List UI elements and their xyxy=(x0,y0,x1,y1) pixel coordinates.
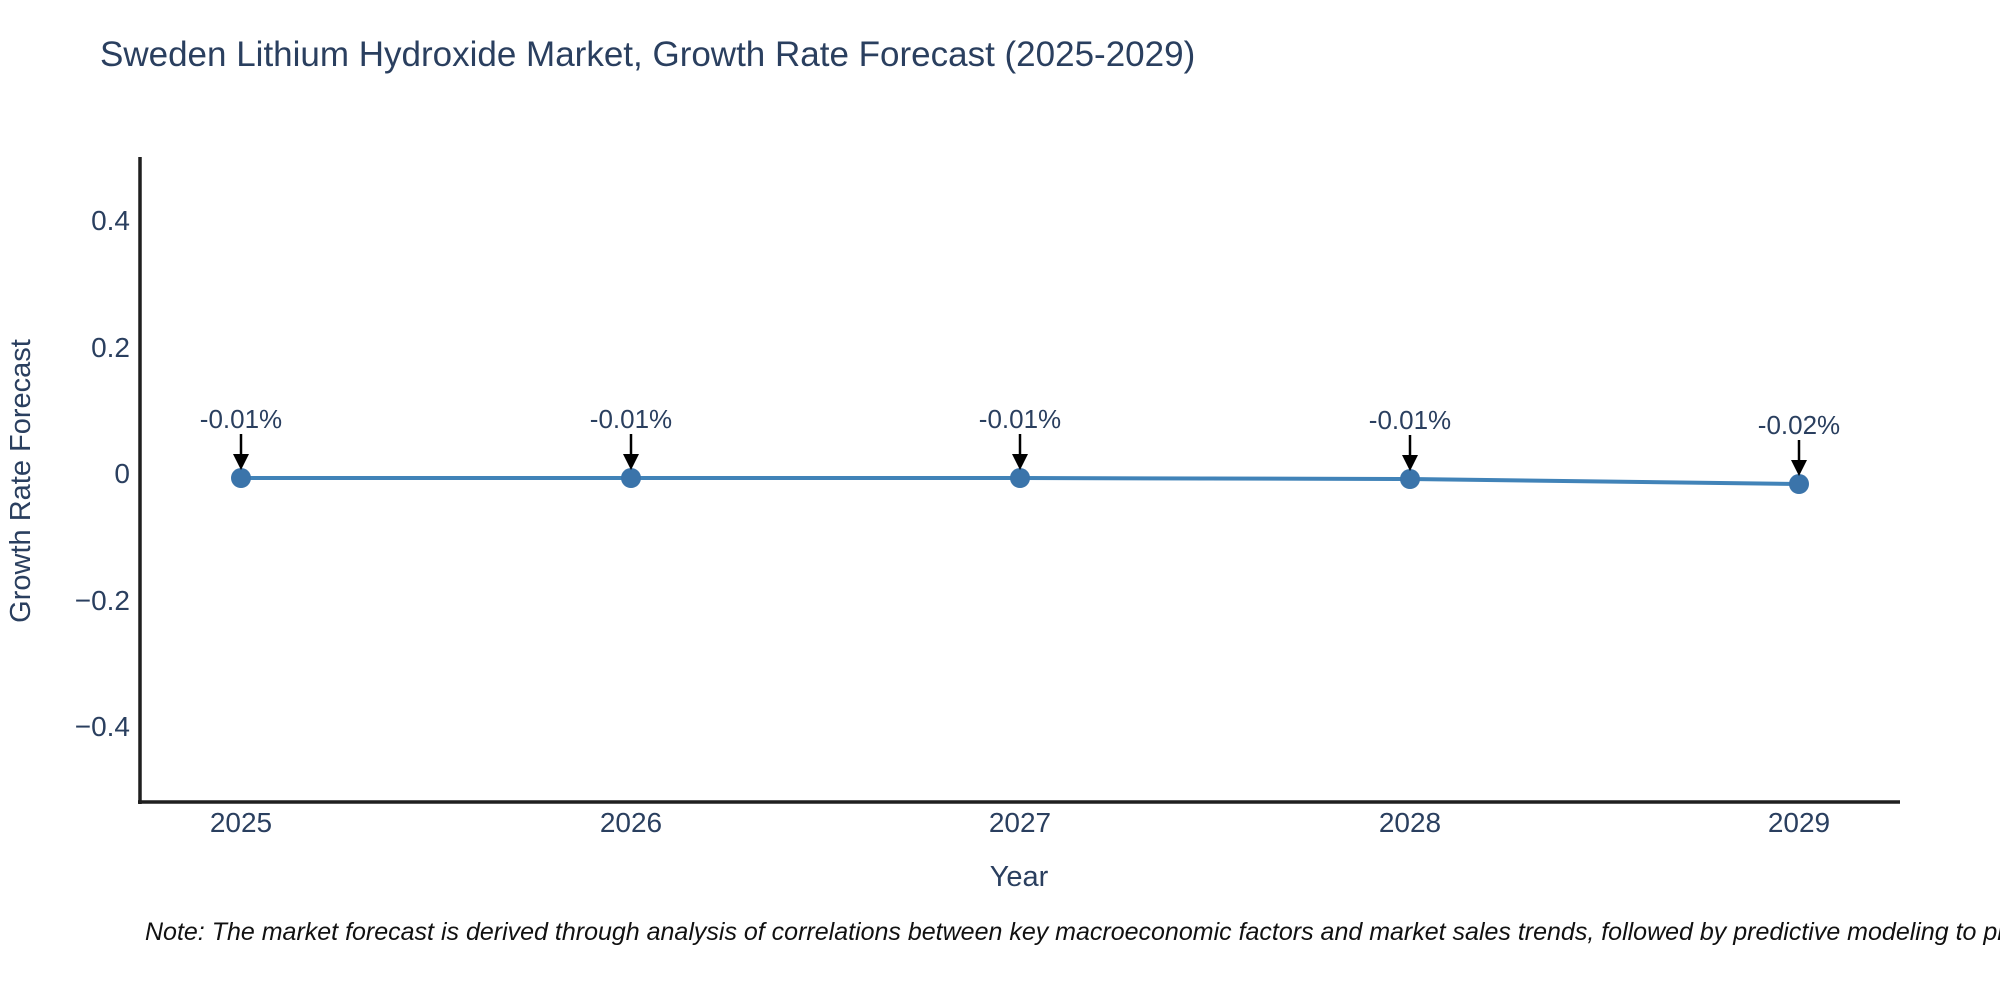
annotation-2025: -0.01% xyxy=(200,404,282,470)
data-point-markers xyxy=(231,468,1809,494)
annotation-2028: -0.01% xyxy=(1369,405,1451,471)
y-axis-ticks: 0.4 0.2 0 −0.2 −0.4 xyxy=(75,205,130,742)
x-tick-label: 2026 xyxy=(600,807,662,838)
x-tick-label: 2029 xyxy=(1768,807,1830,838)
annotation-label: -0.01% xyxy=(590,404,672,434)
x-tick-label: 2027 xyxy=(989,807,1051,838)
annotation-arrowhead-icon xyxy=(233,454,249,470)
x-axis-title: Year xyxy=(990,861,1049,893)
data-point-marker-2027 xyxy=(1010,468,1030,488)
data-point-marker-2026 xyxy=(621,468,641,488)
y-axis-title: Growth Rate Forecast xyxy=(5,339,37,623)
annotation-label: -0.02% xyxy=(1758,410,1840,440)
y-tick-label: −0.4 xyxy=(75,711,130,742)
annotation-arrowhead-icon xyxy=(1402,455,1418,471)
annotation-2026: -0.01% xyxy=(590,404,672,470)
annotation-label: -0.01% xyxy=(1369,405,1451,435)
y-tick-label: −0.2 xyxy=(75,585,130,616)
annotation-arrowhead-icon xyxy=(1012,454,1028,470)
annotation-label: -0.01% xyxy=(979,404,1061,434)
chart-title: Sweden Lithium Hydroxide Market, Growth … xyxy=(100,35,1195,74)
data-point-marker-2028 xyxy=(1400,469,1420,489)
x-tick-label: 2025 xyxy=(210,807,272,838)
data-point-marker-2025 xyxy=(231,468,251,488)
y-tick-label: 0 xyxy=(114,458,130,489)
x-tick-label: 2028 xyxy=(1379,807,1441,838)
y-tick-label: 0.4 xyxy=(91,205,130,236)
y-tick-label: 0.2 xyxy=(91,332,130,363)
annotation-2029: -0.02% xyxy=(1758,410,1840,476)
annotation-2027: -0.01% xyxy=(979,404,1061,470)
data-point-marker-2029 xyxy=(1789,474,1809,494)
annotation-label: -0.01% xyxy=(200,404,282,434)
footnote-text: Note: The market forecast is derived thr… xyxy=(145,918,2000,946)
x-axis-ticks: 2025 2026 2027 2028 2029 xyxy=(210,807,1830,838)
annotation-arrowhead-icon xyxy=(623,454,639,470)
annotation-arrowhead-icon xyxy=(1791,460,1807,476)
